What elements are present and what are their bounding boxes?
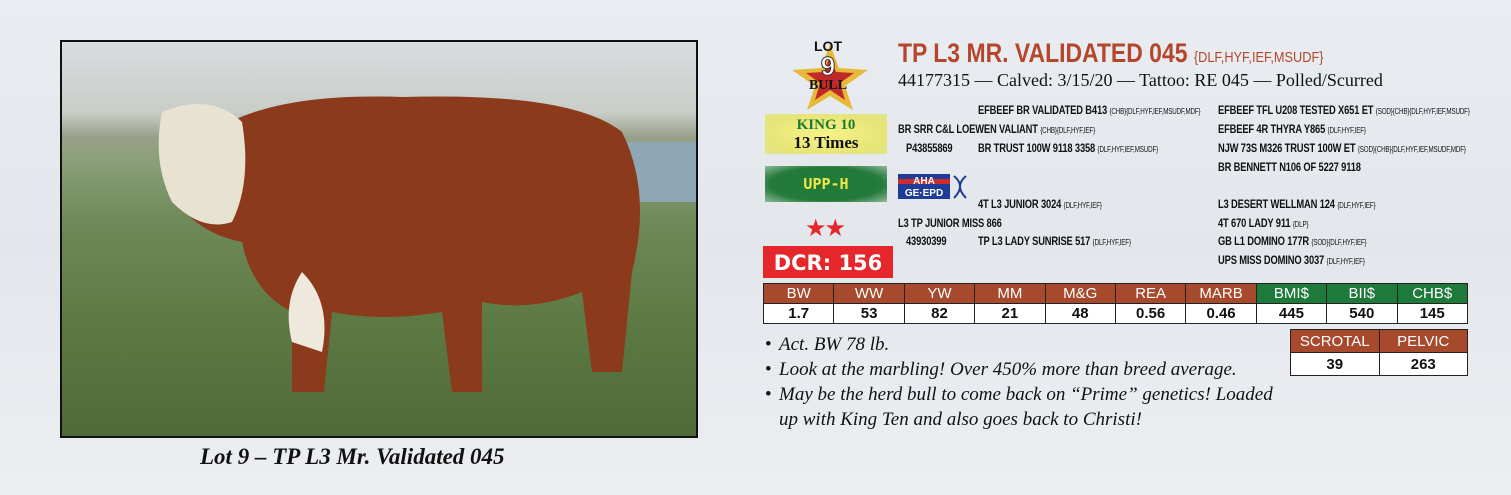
epd-value: 21 — [974, 303, 1046, 324]
epd-value: 445 — [1255, 303, 1328, 324]
animal-name: TP L3 MR. VALIDATED 045 {DLF,HYF,IEF,MSU… — [898, 38, 1324, 68]
epd-header: REA — [1114, 283, 1187, 304]
epd-header-row: BW WW YW MM M&G REA MARB BMI$ BII$ CHB$ — [762, 283, 1468, 304]
pedigree-dss: L3 DESERT WELLMAN 124 {DLF,HYF,IEF} — [1218, 197, 1376, 211]
lot-label: LOT — [814, 38, 842, 54]
epd-header: YW — [903, 283, 976, 304]
photo-caption: Lot 9 – TP L3 Mr. Validated 045 — [200, 444, 505, 469]
measure-header: PELVIC — [1378, 329, 1468, 353]
epd-value: 53 — [833, 303, 905, 324]
epd-value: 540 — [1326, 303, 1398, 324]
measure-value: 39 — [1290, 352, 1380, 376]
epd-value: 48 — [1044, 303, 1116, 324]
bull-illustration — [158, 96, 640, 392]
aha-ge-epd-logo: AHA GE·EPD — [898, 174, 967, 199]
upp-badge: UPP-H — [765, 166, 887, 202]
pedigree-dds: GB L1 DOMINO 177R {SOD}{DLF,HYF,IEF} — [1218, 234, 1367, 248]
animal-details: 44177315 — Calved: 3/15/20 — Tattoo: RE … — [898, 70, 1383, 90]
lot-badge: LOT 9 BULL — [778, 38, 878, 110]
note-item: May be the herd bull to come back on “Pr… — [765, 382, 1273, 432]
measure-header: SCROTAL — [1290, 329, 1380, 353]
measures-table: SCROTAL PELVIC 39 263 — [1290, 329, 1468, 376]
pedigree-ddd: UPS MISS DOMINO 3037 {DLF,HYF,IEF} — [1218, 253, 1365, 267]
pedigree-dam-reg: 43930399 — [906, 234, 947, 248]
pedigree-ds: 4T L3 JUNIOR 3024 {DLF,HYF,IEF} — [978, 197, 1102, 211]
epd-value: 1.7 — [762, 303, 835, 324]
pedigree-ssd: EFBEEF 4R THYRA Y865 {DLF,HYF,IEF} — [1218, 122, 1366, 136]
epd-table: BW WW YW MM M&G REA MARB BMI$ BII$ CHB$ … — [762, 283, 1468, 324]
lot-number: 9 — [820, 51, 836, 81]
note-item: Act. BW 78 lb. — [765, 332, 1273, 357]
epd-value: 0.56 — [1114, 303, 1187, 324]
star-badge-icon — [792, 44, 868, 110]
epd-header: MARB — [1185, 283, 1257, 304]
king-10-badge: KING 10 13 Times — [765, 114, 887, 154]
epd-value: 145 — [1396, 303, 1468, 324]
index-header: BMI$ — [1255, 283, 1328, 304]
pedigree-ss: EFBEEF BR VALIDATED B413 {CHB}{DLF,HYF,I… — [978, 103, 1201, 117]
epd-header: MM — [974, 283, 1046, 304]
pedigree-sire-reg: P43855869 — [906, 141, 953, 155]
pedigree-sdd: BR BENNETT N106 OF 5227 9118 — [1218, 160, 1361, 174]
sex-label: BULL — [808, 78, 848, 93]
pedigree-dd: TP L3 LADY SUNRISE 517 {DLF,HYF,IEF} — [978, 234, 1131, 248]
epd-header: BW — [762, 283, 835, 304]
king-line2: 13 Times — [793, 133, 859, 152]
index-header: BII$ — [1326, 283, 1398, 304]
epd-header: M&G — [1044, 283, 1116, 304]
pedigree-dsd: 4T 670 LADY 911 {DLP} — [1218, 216, 1309, 230]
bull-photo — [60, 40, 698, 438]
pedigree-sss: EFBEEF TFL U208 TESTED X651 ET {SOD}{CHB… — [1218, 103, 1470, 117]
epd-header: WW — [833, 283, 905, 304]
index-header: CHB$ — [1396, 283, 1468, 304]
epd-value-row: 1.7 53 82 21 48 0.56 0.46 445 540 145 — [762, 303, 1468, 324]
rating-stars: ★★ — [805, 215, 846, 242]
pedigree-sds: NJW 73S M326 TRUST 100W ET {SOD}{CHB}{DL… — [1218, 141, 1466, 155]
epd-value: 82 — [903, 303, 976, 324]
pedigree-dam: L3 TP JUNIOR MISS 866 — [898, 216, 1002, 230]
measure-value: 263 — [1378, 352, 1468, 376]
dcr-badge: DCR: 156 — [763, 246, 893, 278]
pedigree-sire: BR SRR C&L LOEWEN VALIANT {CHB}{DLF,HYF,… — [898, 122, 1096, 136]
note-item: Look at the marbling! Over 450% more tha… — [765, 357, 1273, 382]
epd-value: 0.46 — [1185, 303, 1257, 324]
svg-text:GE·EPD: GE·EPD — [905, 188, 943, 199]
genetic-tests: {DLF,HYF,IEF,MSUDF} — [1193, 49, 1324, 66]
king-line1: KING 10 — [796, 117, 856, 133]
notes-list: Act. BW 78 lb. Look at the marbling! Ove… — [765, 332, 1273, 432]
pedigree-sd: BR TRUST 100W 9118 3358 {DLF,HYF,IEF,MSU… — [978, 141, 1159, 155]
svg-text:AHA: AHA — [913, 176, 935, 187]
